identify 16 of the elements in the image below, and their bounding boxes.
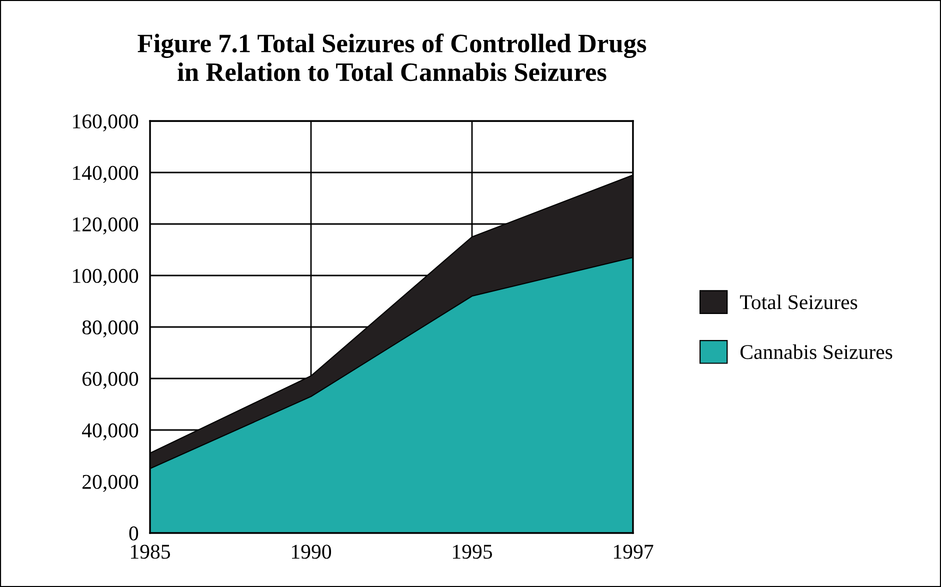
y-tick-label: 0 bbox=[129, 526, 138, 540]
y-tick-label: 20,000 bbox=[82, 474, 138, 492]
y-tick-label: 100,000 bbox=[73, 268, 138, 286]
y-tick-label: 40,000 bbox=[82, 423, 138, 440]
y-tick-label: 60,000 bbox=[82, 372, 138, 389]
y-tick-label: 140,000 bbox=[73, 166, 138, 183]
y-tick-label: 120,000 bbox=[73, 217, 138, 234]
legend-label: Total Seizures bbox=[740, 294, 858, 310]
x-tick-label: 1995 bbox=[453, 544, 492, 559]
x-tick-label: 1997 bbox=[614, 544, 654, 559]
legend-label: Cannabis Seizures bbox=[740, 344, 892, 360]
chart-title: Figure 7.1 Total Seizures of Controlled Drugs in Relation to Total Cannabis Seizures bbox=[138, 34, 646, 82]
y-tick-label: 160,000 bbox=[73, 114, 138, 132]
x-tick-label: 1985 bbox=[131, 544, 170, 559]
x-tick-label: 1990 bbox=[292, 544, 332, 559]
y-tick-label: 80,000 bbox=[82, 320, 138, 338]
